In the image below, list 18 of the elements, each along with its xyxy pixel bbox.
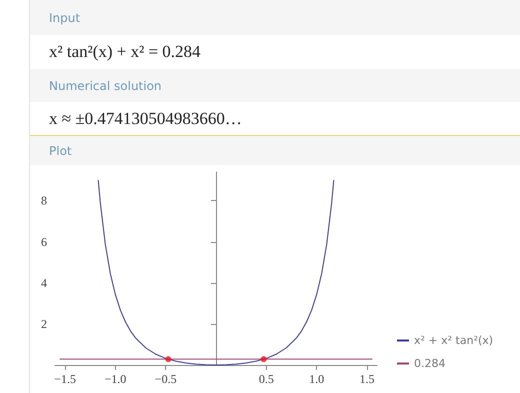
x-tick-label: 1.0 bbox=[309, 372, 324, 386]
x-tick-label: −1.0 bbox=[104, 372, 126, 386]
text: Numerical solution bbox=[30, 69, 520, 102]
x-tick-label: 0.5 bbox=[258, 372, 274, 386]
y-tick-label: 4 bbox=[41, 276, 47, 290]
line-series bbox=[98, 180, 334, 366]
text: Input bbox=[30, 0, 520, 35]
x-tick-label: −0.5 bbox=[154, 372, 177, 386]
y-tick-label: 2 bbox=[41, 316, 47, 331]
x-tick-label: −1.5 bbox=[54, 372, 76, 386]
legend-label: 0.284 bbox=[414, 357, 446, 370]
text: x² tan²(x) + x² = 0.284 bbox=[30, 35, 520, 69]
x-tick-label: 1.5 bbox=[359, 372, 374, 386]
legend-label: x² + x² tan²(x) bbox=[414, 334, 494, 347]
y-tick-label: 6 bbox=[41, 234, 47, 249]
y-tick-label: 8 bbox=[41, 194, 47, 208]
text: x ≈ ±0.474130504983660… bbox=[30, 102, 520, 135]
text: Plot bbox=[30, 135, 520, 165]
